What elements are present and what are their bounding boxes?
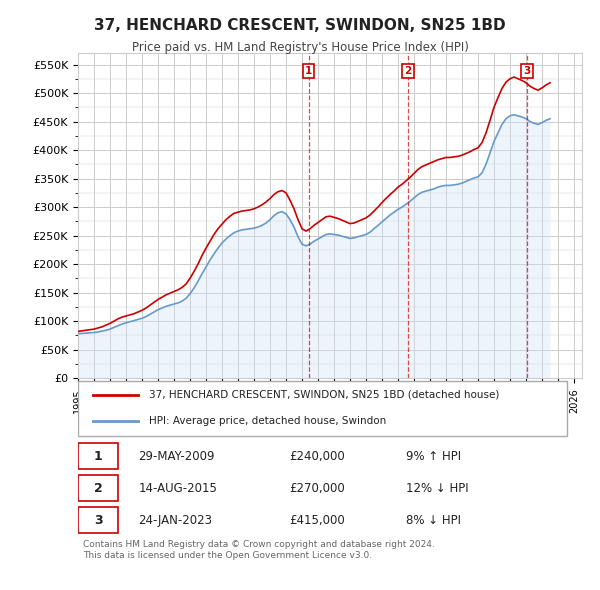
Text: £240,000: £240,000 xyxy=(290,450,346,463)
Text: 3: 3 xyxy=(94,514,103,527)
Text: 8% ↓ HPI: 8% ↓ HPI xyxy=(406,514,461,527)
Text: 24-JAN-2023: 24-JAN-2023 xyxy=(139,514,212,527)
Text: 9% ↑ HPI: 9% ↑ HPI xyxy=(406,450,461,463)
Text: 1: 1 xyxy=(94,450,103,463)
Text: 1: 1 xyxy=(305,66,312,76)
Text: 12% ↓ HPI: 12% ↓ HPI xyxy=(406,481,468,494)
Text: 3: 3 xyxy=(523,66,531,76)
Text: 2: 2 xyxy=(404,66,412,76)
FancyBboxPatch shape xyxy=(78,443,118,469)
Text: Price paid vs. HM Land Registry's House Price Index (HPI): Price paid vs. HM Land Registry's House … xyxy=(131,41,469,54)
Text: 29-MAY-2009: 29-MAY-2009 xyxy=(139,450,215,463)
Text: HPI: Average price, detached house, Swindon: HPI: Average price, detached house, Swin… xyxy=(149,417,386,427)
Text: Contains HM Land Registry data © Crown copyright and database right 2024.
This d: Contains HM Land Registry data © Crown c… xyxy=(83,540,435,559)
FancyBboxPatch shape xyxy=(78,381,567,436)
Text: 37, HENCHARD CRESCENT, SWINDON, SN25 1BD: 37, HENCHARD CRESCENT, SWINDON, SN25 1BD xyxy=(94,18,506,32)
Text: £270,000: £270,000 xyxy=(290,481,346,494)
Text: 37, HENCHARD CRESCENT, SWINDON, SN25 1BD (detached house): 37, HENCHARD CRESCENT, SWINDON, SN25 1BD… xyxy=(149,390,499,400)
FancyBboxPatch shape xyxy=(78,507,118,533)
Text: 14-AUG-2015: 14-AUG-2015 xyxy=(139,481,217,494)
Text: £415,000: £415,000 xyxy=(290,514,346,527)
FancyBboxPatch shape xyxy=(78,475,118,501)
Text: 2: 2 xyxy=(94,481,103,494)
